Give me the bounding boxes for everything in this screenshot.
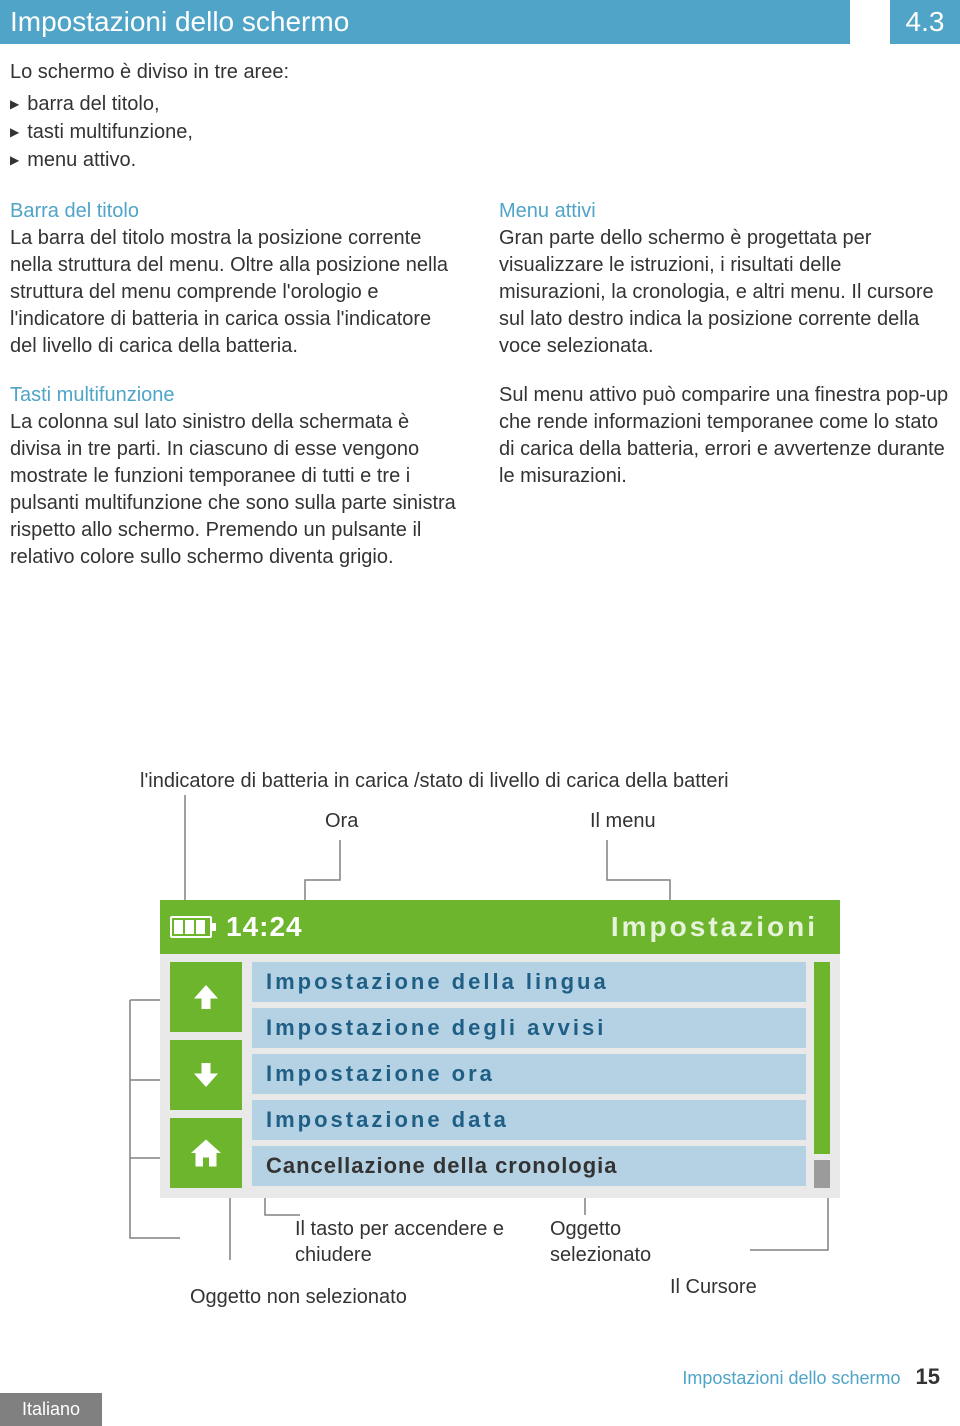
section-body: Sul menu attivo può comparire una finest…: [499, 384, 948, 487]
ann-time: Ora: [325, 810, 358, 833]
menu-item[interactable]: Impostazione data: [252, 1100, 806, 1140]
intro-block: Lo schermo è diviso in tre aree: barra d…: [0, 44, 960, 174]
two-column-text: Barra del titolo La barra del titolo mos…: [0, 174, 960, 571]
ann-cursor: Il Cursore: [670, 1276, 757, 1299]
menu-item-unselected[interactable]: Cancellazione della cronologia: [252, 1146, 806, 1186]
intro-lead: Lo schermo è diviso in tre aree:: [10, 58, 950, 86]
menu-item[interactable]: Impostazione della lingua: [252, 962, 806, 1002]
section-heading: Menu attivi: [499, 200, 596, 222]
ann-power: Il tasto per accendere e chiudere: [295, 1216, 515, 1268]
side-buttons: [170, 962, 242, 1188]
section-number: 4.3: [890, 0, 960, 44]
menu-item[interactable]: Impostazione degli avvisi: [252, 1008, 806, 1048]
page-header: Impostazioni dello schermo 4.3: [0, 0, 960, 44]
device-mock: 14:24 Impostazioni Impostazione della li…: [160, 900, 840, 1198]
arrow-down-icon: [188, 1057, 224, 1093]
section-body: La barra del titolo mostra la posizione …: [10, 227, 448, 357]
menu-item[interactable]: Impostazione ora: [252, 1054, 806, 1094]
time-value: 14:24: [226, 911, 303, 943]
cursor-segment-dim: [814, 1160, 830, 1188]
home-button[interactable]: [170, 1118, 242, 1188]
annotations-top: l'indicatore di batteria in carica /stat…: [110, 770, 890, 900]
menu-title: Impostazioni: [611, 911, 818, 943]
section-heading: Barra del titolo: [10, 200, 139, 222]
left-column: Barra del titolo La barra del titolo mos…: [10, 198, 461, 571]
device-titlebar: 14:24 Impostazioni: [160, 900, 840, 954]
menu-list: Impostazione della lingua Impostazione d…: [252, 962, 806, 1188]
language-tab: Italiano: [0, 1393, 102, 1426]
intro-item: tasti multifunzione,: [10, 118, 950, 146]
menu-area: Impostazione della lingua Impostazione d…: [252, 962, 830, 1188]
page-number: 15: [916, 1364, 940, 1389]
home-icon: [188, 1135, 224, 1171]
screen-diagram: l'indicatore di batteria in carica /stat…: [110, 770, 890, 1338]
footer-section-label: Impostazioni dello schermo 15: [682, 1364, 940, 1390]
cursor-segment: [814, 962, 830, 1154]
device-body: Impostazione della lingua Impostazione d…: [160, 954, 840, 1198]
arrow-up-icon: [188, 979, 224, 1015]
annotations-bottom: Il tasto per accendere e chiudere Oggett…: [110, 1198, 890, 1338]
ann-unselected: Oggetto non selezionato: [190, 1286, 407, 1309]
section-body: Gran parte dello schermo è progettata pe…: [499, 227, 934, 357]
section-heading: Tasti multifunzione: [10, 384, 175, 406]
ann-selected: Oggetto selezionato: [550, 1216, 710, 1268]
cursor-bar: [814, 962, 830, 1188]
down-button[interactable]: [170, 1040, 242, 1110]
footer-section-text: Impostazioni dello schermo: [682, 1368, 900, 1388]
intro-item: menu attivo.: [10, 146, 950, 174]
section-body: La colonna sul lato sinistro della scher…: [10, 411, 456, 568]
ann-menu: Il menu: [590, 810, 656, 833]
intro-item: barra del titolo,: [10, 90, 950, 118]
page-title: Impostazioni dello schermo: [0, 0, 850, 44]
ann-battery: l'indicatore di batteria in carica /stat…: [140, 770, 729, 793]
header-gap: [850, 0, 890, 44]
battery-icon: [170, 916, 212, 938]
right-column: Menu attivi Gran parte dello schermo è p…: [499, 198, 950, 571]
up-button[interactable]: [170, 962, 242, 1032]
